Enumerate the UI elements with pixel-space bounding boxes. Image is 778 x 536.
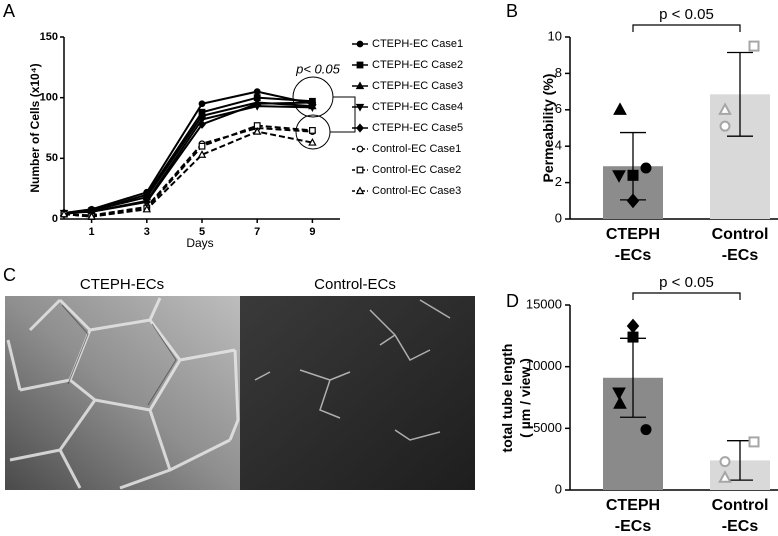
- series-line: [63, 96, 313, 216]
- micrograph-label: CTEPH-ECs: [80, 276, 164, 293]
- marker: [253, 88, 261, 95]
- data-point: [640, 424, 652, 436]
- marker: [252, 127, 262, 135]
- x-tick-label: Control -ECs: [711, 497, 769, 535]
- significance-bracket: [330, 96, 356, 133]
- legend-marker: [355, 81, 365, 90]
- micrograph-left: [5, 296, 240, 490]
- data-point: [627, 331, 639, 343]
- annotation: p < 0.05: [659, 6, 714, 23]
- marker: [198, 100, 206, 108]
- legend-label: CTEPH-EC Case3: [372, 80, 463, 92]
- data-point: [748, 40, 760, 52]
- y-tick-label: 10: [548, 28, 562, 43]
- legend-marker: [356, 61, 364, 69]
- x-tick-label: 5: [199, 226, 205, 238]
- y-tick-label: 10000: [526, 358, 562, 373]
- legend-marker: [356, 166, 364, 174]
- x-tick-label: CTEPH -ECs: [605, 497, 661, 535]
- legend-marker: [355, 186, 365, 195]
- marker: [59, 209, 69, 218]
- legend-marker: [356, 145, 364, 153]
- data-point: [718, 470, 732, 483]
- marker: [309, 127, 316, 134]
- micrograph-right: [240, 296, 475, 490]
- sprouts: [254, 299, 451, 441]
- data-point: [719, 120, 731, 132]
- legend-label: CTEPH-EC Case1: [372, 38, 463, 50]
- y-tick-label: 6: [555, 101, 562, 116]
- x-tick-label: 7: [254, 226, 260, 238]
- legend-label: CTEPH-EC Case2: [372, 59, 463, 71]
- marker: [87, 211, 96, 220]
- data-point: [613, 396, 627, 409]
- panel-label: B: [506, 1, 518, 21]
- x-tick-label: 1: [89, 226, 95, 238]
- marker: [142, 204, 152, 213]
- legend-label: CTEPH-EC Case4: [372, 101, 463, 113]
- highlight-circle: [292, 76, 334, 118]
- annotation: p < 0.05: [659, 274, 714, 291]
- panel-label: D: [506, 291, 519, 311]
- legend-label: Control-EC Case2: [372, 164, 461, 176]
- legend-label: Control-EC Case3: [372, 185, 461, 197]
- micrograph-label: Control-ECs: [314, 276, 396, 293]
- marker: [253, 99, 262, 109]
- marker: [198, 142, 206, 150]
- y-tick-label: 2: [555, 174, 562, 189]
- legend-marker: [355, 103, 365, 112]
- legend-label: CTEPH-EC Case5: [372, 122, 463, 134]
- data-point: [719, 456, 731, 468]
- micrograph: CTEPH-ECs Control-ECs: [5, 276, 475, 490]
- data-point: [613, 102, 627, 115]
- tube-edges: [61, 304, 177, 406]
- y-tick-label: 150: [40, 31, 58, 43]
- x-axis-label: Days: [186, 236, 213, 250]
- series-line: [63, 130, 313, 218]
- x-tick-label: CTEPH -ECs: [605, 226, 661, 264]
- panel-label: A: [3, 1, 15, 21]
- series-line: [63, 101, 313, 214]
- data-point: [627, 169, 639, 181]
- data-point: [718, 102, 732, 115]
- y-tick-label: 0: [555, 210, 562, 225]
- legend-marker: [356, 40, 364, 48]
- marker: [198, 119, 206, 129]
- y-axis-label: Number of Cells (x10⁴): [28, 63, 42, 192]
- y-tick-label: 100: [40, 92, 58, 104]
- data-point: [748, 436, 760, 448]
- marker: [197, 150, 207, 158]
- data-point: [626, 318, 640, 334]
- y-tick-label: 15000: [526, 296, 562, 311]
- significance-bracket: [632, 24, 741, 32]
- series-line: [63, 90, 313, 214]
- data-point: [612, 387, 626, 401]
- series-line: [63, 101, 313, 214]
- y-axis-label: total tube length ( µm / view ): [498, 343, 533, 452]
- data-point: [626, 193, 640, 209]
- x-tick-label: 9: [309, 226, 315, 238]
- y-tick-label: 0: [52, 213, 58, 225]
- legend-label: Control-EC Case1: [372, 143, 461, 155]
- annotation: p< 0.05: [295, 61, 341, 76]
- y-tick-label: 0: [555, 481, 562, 496]
- significance-bracket: [632, 292, 741, 300]
- legend-marker: [356, 123, 364, 133]
- series-line: [63, 126, 313, 217]
- y-axis-label: Permeability (%): [539, 73, 556, 183]
- marker: [308, 137, 317, 146]
- x-tick-label: 3: [144, 226, 150, 238]
- y-tick-label: 4: [555, 138, 562, 153]
- y-tick-label: 50: [46, 152, 58, 164]
- marker: [308, 97, 317, 108]
- panel-label: C: [3, 265, 16, 285]
- data-point: [640, 162, 652, 174]
- y-tick-label: 8: [555, 65, 562, 80]
- y-tick-label: 5000: [533, 420, 562, 435]
- x-tick-label: Control -ECs: [711, 226, 769, 264]
- data-point: [612, 170, 626, 183]
